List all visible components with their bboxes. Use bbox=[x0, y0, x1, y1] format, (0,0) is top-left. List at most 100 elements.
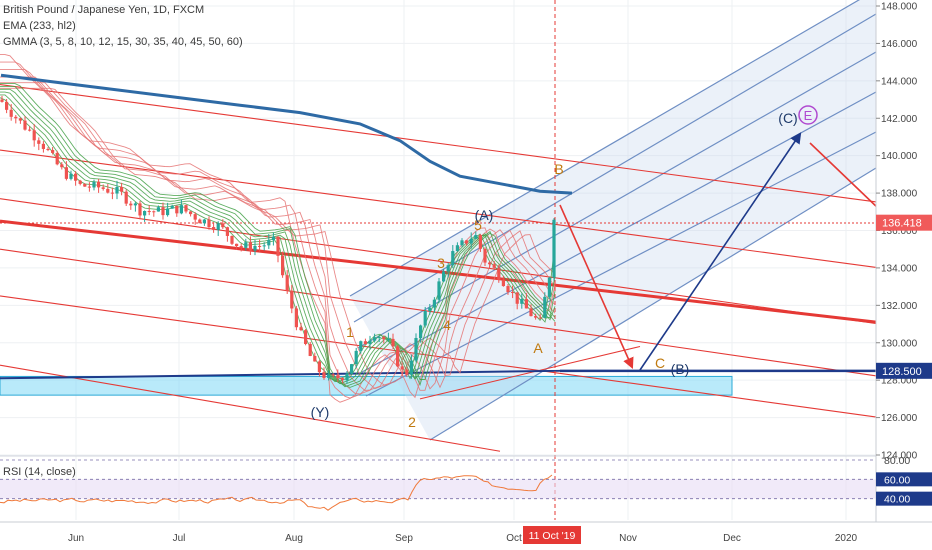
candle-body bbox=[106, 188, 110, 193]
candle-body bbox=[547, 277, 551, 297]
candle-body bbox=[497, 267, 501, 280]
candle-body bbox=[359, 341, 363, 351]
candle-body bbox=[451, 251, 455, 266]
candle-body bbox=[524, 299, 528, 309]
pitchfork bbox=[0, 0, 881, 520]
candle-body bbox=[276, 236, 280, 256]
candle-body bbox=[69, 173, 73, 179]
candle-body bbox=[396, 346, 400, 367]
wave-label-b: B bbox=[554, 161, 563, 177]
support-price-label: 128.500 bbox=[882, 366, 922, 378]
candle-body bbox=[184, 205, 188, 212]
candle-body bbox=[74, 173, 78, 181]
gmma-line bbox=[0, 88, 556, 385]
candle-body bbox=[308, 343, 312, 356]
x-tick-label: Dec bbox=[723, 533, 741, 544]
candle-body bbox=[290, 290, 294, 309]
candle-body bbox=[239, 246, 243, 248]
candle-body bbox=[363, 341, 367, 345]
y-tick-label: 126.000 bbox=[881, 413, 918, 424]
candle-body bbox=[552, 219, 556, 278]
candle-body bbox=[469, 238, 473, 244]
rsi-level-bg bbox=[876, 491, 932, 506]
candle-body bbox=[529, 308, 533, 317]
candle-body bbox=[511, 291, 515, 293]
candle-body bbox=[405, 369, 409, 375]
candle-body bbox=[322, 372, 326, 378]
gmma-line bbox=[0, 87, 556, 386]
wave-label-3: 3 bbox=[437, 255, 445, 271]
time-axis: Jun Jul Aug Sep Oct Nov Dec 2020 11 Oct '19 bbox=[0, 521, 932, 544]
candle-body bbox=[543, 296, 547, 318]
candle-body bbox=[248, 242, 252, 251]
pitchfork-red-line bbox=[0, 248, 881, 377]
candle-body bbox=[161, 207, 165, 216]
current-price-label: 136.418 bbox=[882, 218, 922, 230]
y-tick-label: 130.000 bbox=[881, 338, 918, 349]
support-price-bg bbox=[876, 362, 932, 379]
candle-body bbox=[423, 310, 427, 326]
pitchfork-blue-line bbox=[361, 91, 877, 373]
y-tick-label: 132.000 bbox=[881, 301, 918, 312]
candle-body bbox=[258, 245, 262, 247]
candle-body bbox=[442, 271, 446, 282]
candle-body bbox=[235, 243, 239, 247]
candle-body bbox=[60, 164, 64, 168]
wave-label-e: E bbox=[804, 108, 813, 123]
candle-body bbox=[281, 255, 285, 276]
arrow-down-red-2 bbox=[809, 142, 881, 211]
candle-body bbox=[110, 192, 114, 194]
candle-body bbox=[501, 279, 505, 287]
wave-label-a-major: (A) bbox=[475, 207, 494, 223]
candle-body bbox=[230, 235, 234, 244]
candle-body bbox=[515, 292, 519, 304]
wave-label-a-minor: A bbox=[533, 340, 543, 356]
candle-body bbox=[152, 211, 156, 213]
candle-body bbox=[147, 211, 151, 213]
y-tick-label: 146.000 bbox=[881, 39, 918, 50]
candle-body bbox=[41, 143, 45, 149]
candle-body bbox=[51, 149, 55, 153]
candle-body bbox=[143, 211, 147, 216]
chart-title: British Pound / Japanese Yen, 1D, FXCM bbox=[3, 4, 205, 16]
candle-body bbox=[538, 317, 542, 319]
candle-body bbox=[331, 374, 335, 376]
candle-body bbox=[92, 181, 96, 188]
candle-body bbox=[483, 248, 487, 263]
pitchfork-blue-line bbox=[357, 51, 877, 349]
candle-body bbox=[55, 152, 59, 165]
candle-body bbox=[368, 340, 372, 345]
pitchfork-handle-line bbox=[419, 346, 641, 400]
candle-body bbox=[115, 186, 119, 194]
candle-body bbox=[212, 227, 216, 230]
cursor-date-bg bbox=[523, 526, 581, 544]
x-tick-label: Oct bbox=[506, 533, 522, 544]
y-tick-label: 124.000 bbox=[881, 451, 918, 462]
y-tick-label: 136.000 bbox=[881, 226, 918, 237]
ema-line bbox=[0, 73, 573, 195]
pitchfork-red-line bbox=[0, 295, 881, 419]
candle-body bbox=[198, 219, 202, 224]
rsi-level-label: 80.00 bbox=[884, 455, 910, 467]
candle-body bbox=[267, 240, 271, 246]
candle-body bbox=[5, 101, 9, 110]
pitchfork-red-line bbox=[0, 84, 881, 203]
candle-body bbox=[350, 364, 354, 374]
candle-body bbox=[216, 223, 220, 230]
candle-body bbox=[46, 148, 50, 150]
candle-body bbox=[492, 264, 496, 268]
candle-body bbox=[432, 299, 436, 308]
y-tick-label: 144.000 bbox=[881, 76, 918, 87]
candle-body bbox=[488, 262, 492, 265]
candle-body bbox=[377, 336, 381, 338]
candle-body bbox=[87, 186, 91, 188]
candle-body bbox=[313, 355, 317, 362]
candle-body bbox=[419, 325, 423, 338]
candle-body bbox=[179, 205, 183, 214]
projection-arrows bbox=[559, 132, 881, 371]
candle-body bbox=[400, 366, 404, 370]
cursor-date-label: 11 Oct '19 bbox=[529, 530, 576, 542]
candle-body bbox=[386, 338, 390, 340]
